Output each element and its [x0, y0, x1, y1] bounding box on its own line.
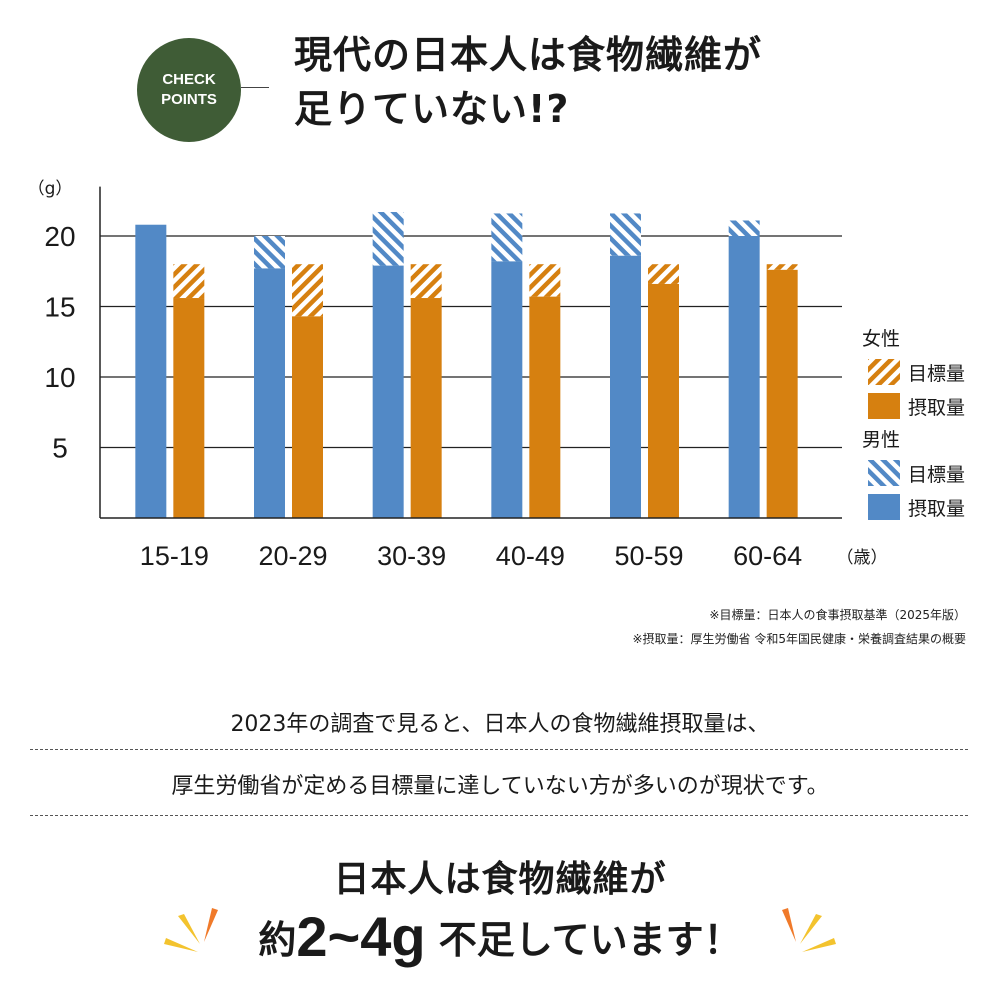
badge-line2: POINTS: [161, 91, 217, 108]
legend-label-target: 目標量: [908, 363, 965, 385]
bar-female-intake: [766, 269, 798, 518]
bar-male-intake: [728, 236, 760, 518]
bar-female-intake: [173, 298, 205, 518]
y-tick-label: 10: [44, 362, 75, 393]
bar-female-target: [292, 264, 323, 317]
y-axis-unit-label: （g）: [28, 179, 73, 199]
bar-female-target: [648, 264, 679, 284]
legend-swatch-target: [868, 359, 900, 385]
note-target: ※目標量：日本人の食事摂取基準（2025年版）: [709, 608, 966, 622]
legend-label-intake: 摂取量: [908, 498, 965, 520]
check-points-badge: CHECK POINTS: [137, 38, 241, 142]
y-tick-label: 5: [52, 433, 68, 464]
legend-swatch-intake: [868, 393, 900, 419]
bar-male-intake: [254, 268, 285, 518]
bar-female-intake: [410, 298, 442, 518]
legend-label-intake: 摂取量: [908, 397, 965, 419]
legend-swatch-target: [868, 460, 900, 486]
note-intake: ※摂取量：厚生労働省 令和5年国民健康・栄養調査結果の概要: [632, 632, 966, 646]
x-tick-label: 20-29: [258, 541, 327, 571]
dashed-divider: [30, 749, 968, 750]
badge-line1: CHECK: [162, 71, 216, 88]
y-tick-label: 15: [44, 292, 75, 323]
bar-male-intake: [610, 255, 641, 519]
bar-female-target: [410, 264, 442, 299]
bar-male-target: [372, 212, 404, 266]
legend-label-target: 目標量: [908, 464, 965, 486]
dashed-divider: [30, 815, 968, 816]
bar-female-intake: [529, 296, 561, 518]
bar-male-target: [254, 236, 285, 269]
title-line1: 現代の日本人は食物繊維が: [294, 33, 763, 77]
bar-female-intake: [292, 316, 323, 518]
x-axis-unit-label: （歳）: [837, 548, 888, 568]
conclusion-line2: 約2~4g 不足しています！: [0, 904, 1000, 969]
bar-male-target: [491, 213, 523, 262]
legend-group-title: 男性: [862, 429, 900, 451]
x-tick-label: 60-64: [733, 541, 802, 571]
x-tick-label: 15-19: [140, 541, 209, 571]
bar-male-intake: [491, 261, 523, 518]
bar-female-intake: [648, 283, 679, 518]
conclusion-suffix: 不足しています！: [425, 918, 742, 962]
bar-female-target: [173, 264, 205, 299]
description-line2: 厚生労働省が定める目標量に達していない方が多いのが現状です。: [171, 774, 829, 799]
fiber-intake-chart: 5 10 15 20 （g） 15-19 20-29 30-39 40-49 50-59 60-64…: [28, 179, 965, 571]
bar-male-intake: [372, 265, 404, 518]
left-burst-icon: [164, 908, 218, 952]
bar-female-target: [529, 264, 561, 297]
y-tick-label: 20: [44, 221, 75, 252]
bar-male-target: [728, 220, 760, 236]
badge-connector-line: [241, 87, 269, 88]
x-tick-label: 30-39: [377, 541, 446, 571]
legend-group-title: 女性: [862, 328, 900, 350]
bar-female-target: [766, 264, 798, 270]
conclusion-line1: 日本人は食物繊維が: [333, 859, 667, 900]
description-line1: 2023年の調査で見ると、日本人の食物繊維摂取量は、: [230, 712, 770, 737]
x-tick-label: 50-59: [614, 541, 683, 571]
bar-male-target: [610, 213, 641, 256]
x-tick-label: 40-49: [496, 541, 565, 571]
shortfall-amount: 2~4g: [296, 905, 426, 968]
bar-male-intake: [135, 224, 167, 518]
right-burst-icon: [782, 908, 836, 952]
legend-swatch-intake: [868, 494, 900, 520]
conclusion-prefix: 約: [258, 918, 297, 962]
title-line2: 足りていない!?: [294, 87, 570, 131]
page-title: 現代の日本人は食物繊維が 足りていない!?: [294, 28, 762, 136]
